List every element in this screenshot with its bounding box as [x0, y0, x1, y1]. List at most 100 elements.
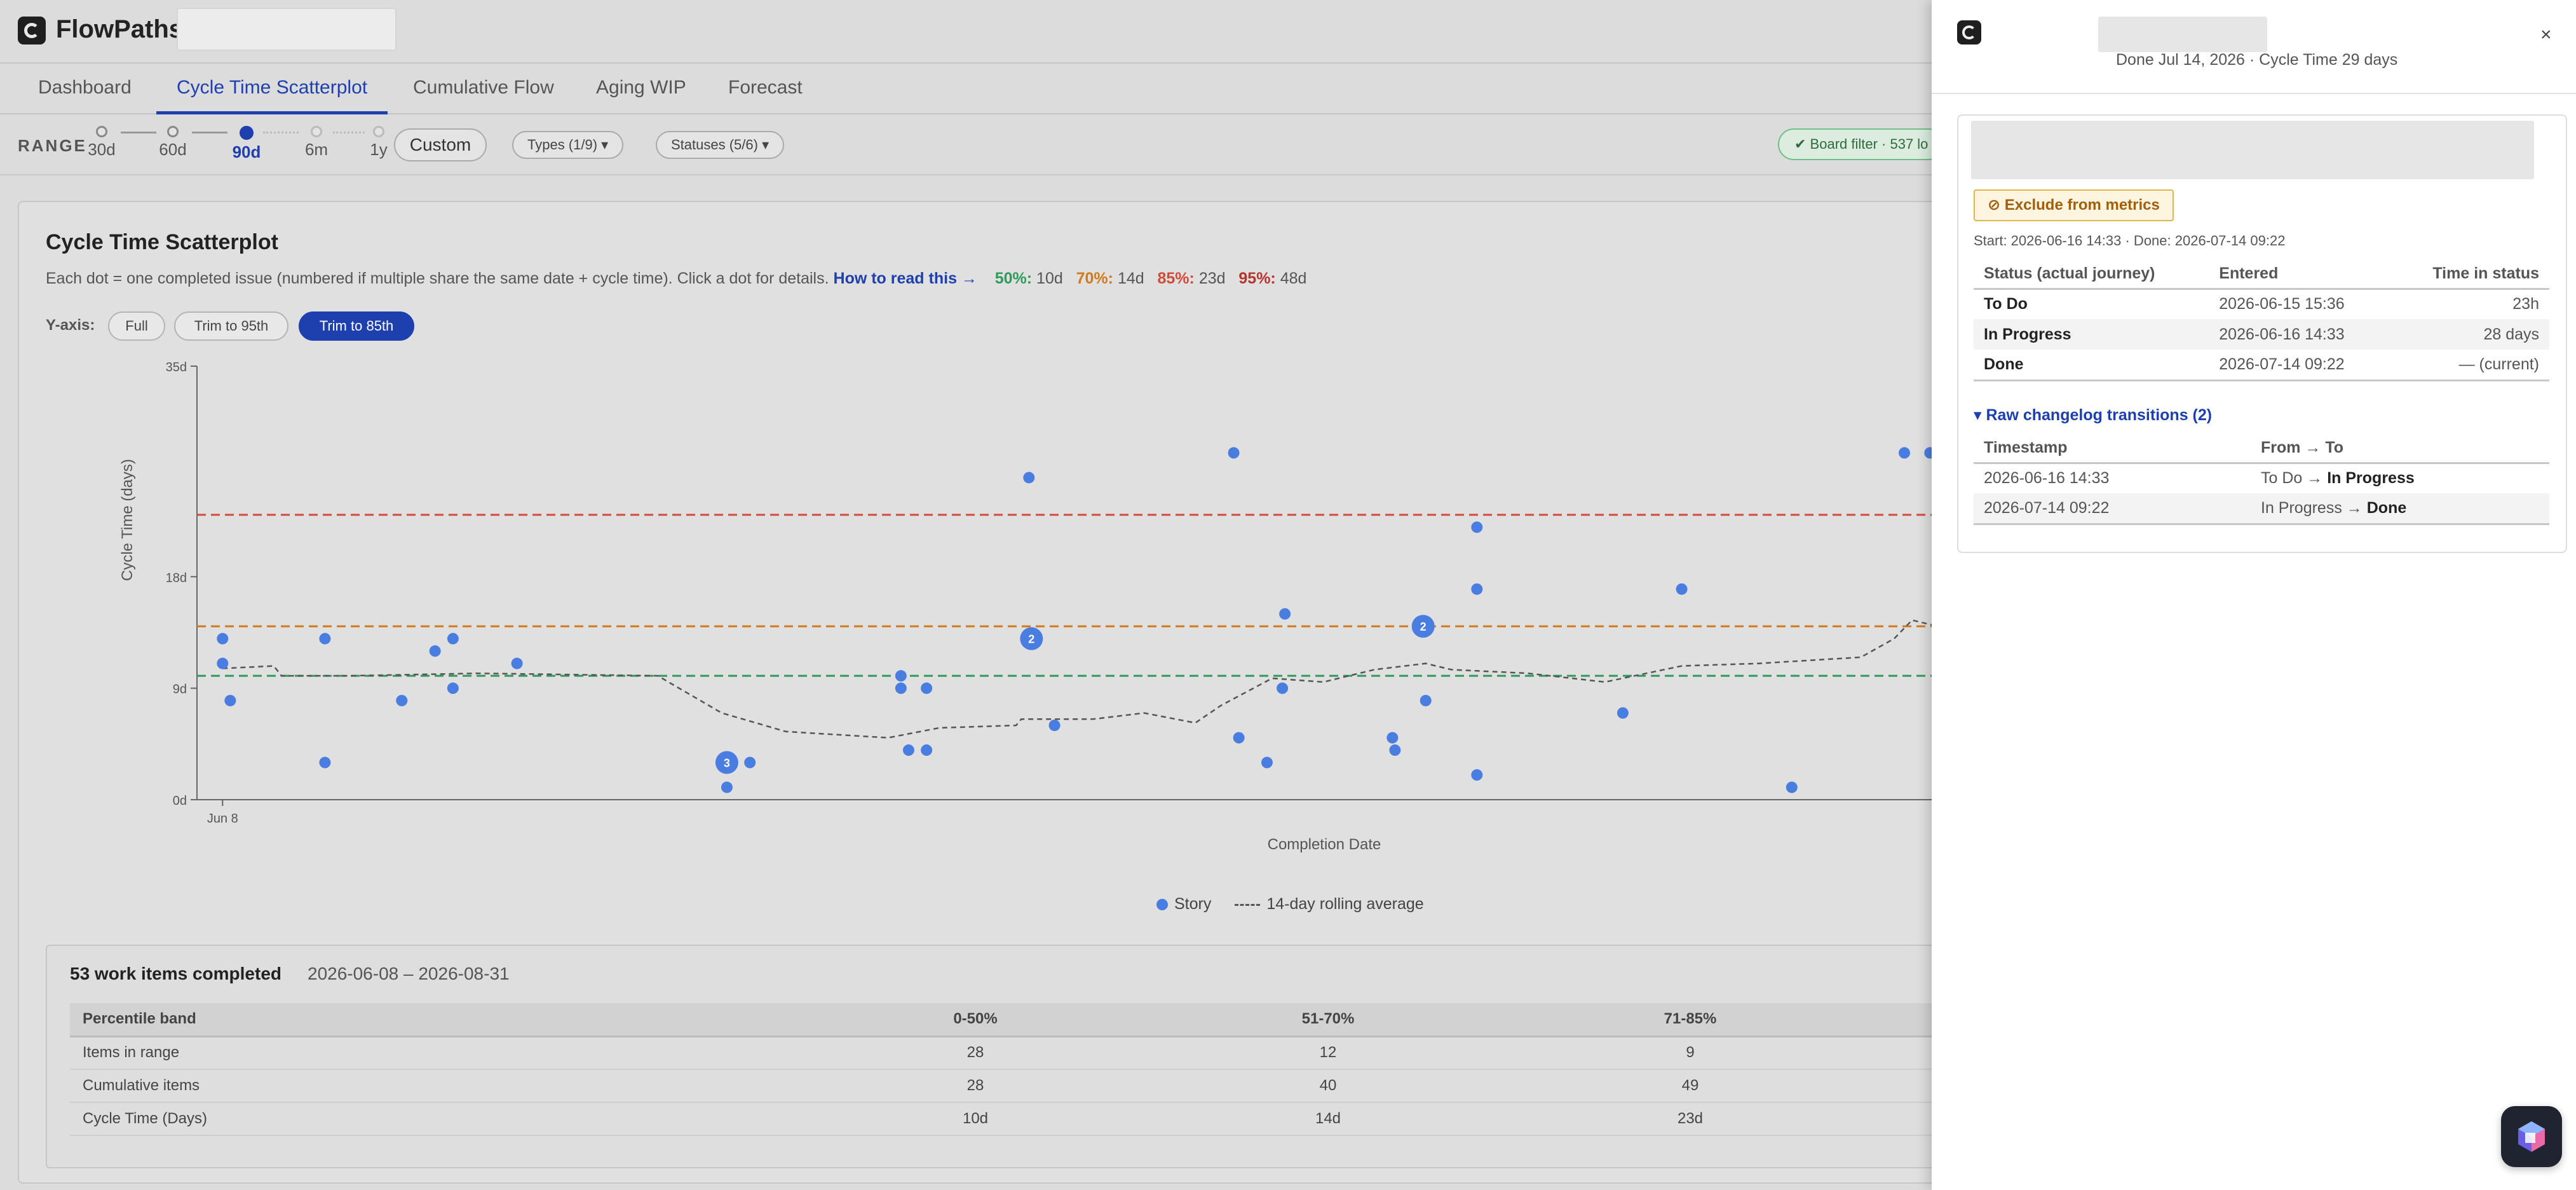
rolling-average-legend-label: 14-day rolling average [1266, 895, 1424, 913]
issue-title [2098, 17, 2267, 52]
table-row: 2026-07-14 09:22 In Progress → Done [1974, 493, 2549, 525]
range-6m[interactable]: 6m [297, 126, 336, 160]
summary-title: 53 work items completed [70, 964, 282, 983]
flowpaths-logo-icon[interactable] [18, 17, 46, 44]
summary-date-range: 2026-06-08 – 2026-08-31 [308, 964, 510, 983]
issue-description [1971, 121, 2534, 179]
table-cell: Cumulative items [70, 1069, 801, 1103]
table-row: 2026-06-16 14:33 To Do → In Progress [1974, 463, 2549, 493]
range-connector [333, 132, 365, 133]
table-cell: 40 [1150, 1069, 1506, 1103]
table-header-row: Status (actual journey) Entered Time in … [1974, 259, 2549, 290]
table-header: Timestamp [1974, 434, 2251, 464]
status-name: To Do [1984, 295, 2028, 313]
p95-label: 95%: [1238, 270, 1276, 287]
tab-dashboard[interactable]: Dashboard [38, 77, 132, 98]
tab-aging-wip[interactable]: Aging WIP [596, 77, 686, 98]
percentile-table: Percentile band 0-50% 51-70% 71-85% Item… [70, 1003, 1957, 1136]
range-30d[interactable]: 30d [83, 126, 121, 160]
story-dot [1386, 732, 1399, 744]
story-dot [1676, 583, 1688, 595]
table-cell: 9 [1506, 1036, 1874, 1070]
range-90d[interactable]: 90d [227, 126, 266, 162]
raw-changelog-toggle[interactable]: ▾ Raw changelog transitions (2) [1974, 406, 2213, 424]
card-title: Cycle Time Scatterplot [46, 230, 278, 254]
yaxis-trim95-button[interactable]: Trim to 95th [174, 311, 288, 341]
story-dot [1277, 682, 1289, 694]
transition-timestamp: 2026-07-14 09:22 [1974, 493, 2251, 525]
table-header: Entered [2209, 259, 2385, 290]
tab-cycle-time-scatterplot[interactable]: Cycle Time Scatterplot [156, 64, 388, 114]
story-dot [895, 670, 907, 682]
scatterplot-card: Cycle Time Scatterplot Each dot = one co… [18, 201, 1976, 1184]
table-cell: 12 [1150, 1036, 1506, 1070]
story-dot [902, 744, 914, 756]
range-1y[interactable]: 1y [360, 126, 398, 160]
status-entered: 2026-06-15 15:36 [2219, 295, 2345, 313]
range-connector [192, 132, 227, 133]
p50-value: 10d [1036, 270, 1063, 287]
story-dot [1411, 615, 1435, 638]
table-header: 51-70% [1150, 1003, 1506, 1037]
table-cell: 23d [1506, 1102, 1874, 1136]
types-filter[interactable]: Types (1/9) ▾ [512, 131, 624, 159]
range-60d[interactable]: 60d [154, 126, 192, 160]
assistant-hexagon-icon [2518, 1121, 2545, 1152]
how-to-read-link[interactable]: How to read this → [833, 270, 977, 287]
story-dot [396, 695, 408, 707]
panel-header: Done Jul 14, 2026 · Cycle Time 29 days × [1932, 0, 2576, 94]
story-dot [1261, 756, 1273, 769]
story-dot [715, 751, 738, 774]
close-icon[interactable]: × [2540, 24, 2552, 45]
table-header: Percentile band [70, 1003, 801, 1037]
story-dot [1279, 608, 1291, 620]
rolling-average-legend-line [1235, 903, 1261, 906]
app-name[interactable]: FlowPaths [56, 15, 184, 43]
assistant-launcher-button[interactable] [2501, 1106, 2562, 1167]
status-duration: 23h [2512, 295, 2539, 313]
story-dot [319, 756, 331, 769]
description-text: Each dot = one completed issue (numbered… [46, 270, 829, 287]
y-tick-label: 35d [166, 360, 187, 374]
flowpaths-logo-icon [1957, 20, 1981, 44]
yaxis-trim85-button[interactable]: Trim to 85th [299, 311, 414, 341]
x-axis-title: Completion Date [1268, 836, 1381, 853]
story-dot [1233, 732, 1245, 744]
story-dot [224, 695, 236, 707]
exclude-from-metrics-button[interactable]: ⊘ Exclude from metrics [1974, 189, 2174, 221]
table-row: In Progress 2026-06-16 14:33 28 days [1974, 319, 2549, 350]
table-header: Time in status [2385, 259, 2549, 290]
p95-value: 48d [1280, 270, 1307, 287]
custom-range-button[interactable]: Custom [394, 128, 487, 161]
status-name: Done [1974, 350, 2209, 381]
issue-detail-card: ⊘ Exclude from metrics Start: 2026-06-16… [1957, 114, 2567, 553]
table-row: Done 2026-07-14 09:22 — (current) [1974, 350, 2549, 381]
status-duration: — (current) [2385, 350, 2549, 381]
yaxis-full-button[interactable]: Full [108, 311, 165, 341]
p70-label: 70%: [1076, 270, 1113, 287]
tab-forecast[interactable]: Forecast [728, 77, 803, 98]
story-dot-count: 2 [1420, 620, 1427, 633]
story-dot [429, 645, 441, 657]
story-dot-count: 3 [724, 757, 730, 770]
y-tick-label: 9d [173, 683, 187, 697]
statuses-filter[interactable]: Statuses (5/6) ▾ [656, 131, 785, 159]
table-row: Cycle Time (Days) 10d 14d 23d [70, 1102, 1957, 1136]
story-dot [511, 657, 523, 669]
yaxis-mode-label: Y-axis: [46, 317, 95, 334]
range-connector [121, 132, 156, 133]
story-dot [1048, 720, 1061, 732]
table-cell: Items in range [70, 1036, 801, 1070]
table-header: 0-50% [801, 1003, 1150, 1037]
y-tick-label: 18d [166, 571, 187, 585]
story-dot-count: 2 [1028, 633, 1034, 646]
board-filter-badge[interactable]: ✔ Board filter · 537 lo [1778, 128, 1945, 160]
table-header: Status (actual journey) [1974, 259, 2209, 290]
scatter-chart: 0d 9d 18d 35d Jun 8 Completion Date Cycle Time… [119, 360, 1976, 853]
story-dot [447, 682, 459, 694]
table-header-row: Timestamp From → To [1974, 434, 2549, 464]
project-selector[interactable] [177, 8, 397, 51]
tab-cumulative-flow[interactable]: Cumulative Flow [413, 77, 554, 98]
transition-from-to: In Progress → Done [2251, 493, 2549, 525]
y-axis-title: Cycle Time (days) [119, 459, 136, 581]
